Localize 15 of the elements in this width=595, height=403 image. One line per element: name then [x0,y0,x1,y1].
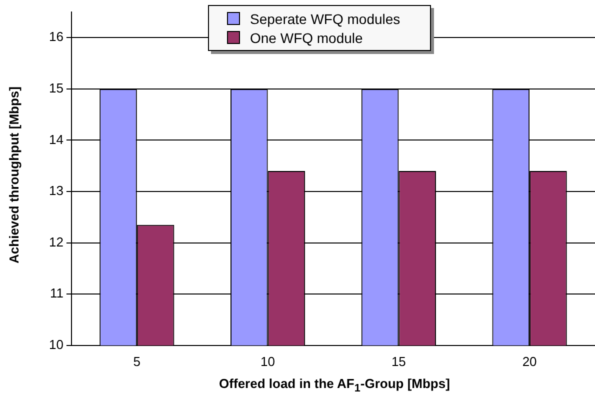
y-tick-label: 11 [50,286,64,301]
y-tick-label: 13 [48,183,64,198]
y-tick-label: 14 [48,132,64,147]
y-tick-label: 12 [48,234,64,250]
x-tick-label: 20 [522,354,537,369]
x-tick-label: 15 [391,354,406,369]
x-axis-title: Offered load in the AF$_{1}$-Group [Mbps] [218,376,451,395]
legend-label: One WFQ module [249,28,364,47]
x-tick-label: 10 [260,354,276,369]
legend-label: Seperate WFQ modules [249,10,400,28]
y-tick-label: 15 [48,80,64,96]
x-tick-label: 5 [133,354,141,369]
y-tick-label: 10 [48,336,64,352]
y-axis-title: Achieved throughput [Mbps] [6,86,22,264]
y-tick-label: 16 [48,29,64,44]
